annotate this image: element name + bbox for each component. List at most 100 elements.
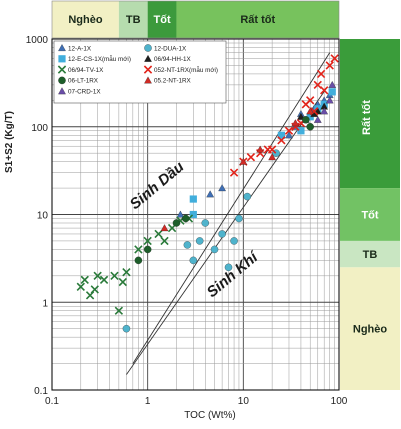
- legend-box: [53, 40, 227, 104]
- point-s4-1: [80, 275, 89, 285]
- point-s8-3: [328, 80, 337, 88]
- point-s4-0: [76, 282, 85, 291]
- diagonal-line-oil: [132, 52, 331, 364]
- point-s5-0: [229, 168, 239, 177]
- point-s2-2: [277, 131, 286, 139]
- point-s1-2: [189, 256, 198, 265]
- x-tick-0: 0.1: [45, 396, 59, 407]
- point-s5-11: [306, 96, 315, 105]
- point-s4-3: [90, 285, 99, 294]
- right-band-label-2: TB: [363, 249, 378, 261]
- point-s1-3: [195, 237, 204, 245]
- point-s4-12: [154, 229, 163, 239]
- y-tick-2: 10: [37, 211, 49, 222]
- point-s1-4: [201, 219, 210, 227]
- point-s4-11: [143, 236, 152, 246]
- x-tick-labels: 0.1 1 10 100: [45, 396, 348, 407]
- top-band-label-0: Nghèo: [68, 14, 103, 26]
- right-rating-bands: Rất tốt Tốt TB Nghèo: [340, 39, 400, 390]
- plot-frame: [51, 38, 340, 391]
- point-s6-2: [172, 219, 181, 227]
- y-tick-1: 1: [42, 298, 48, 309]
- legend-marker-0: [58, 44, 66, 52]
- point-s7-5: [306, 107, 315, 115]
- diagonal-line-gas: [126, 87, 328, 375]
- point-s2-3: [297, 127, 305, 135]
- diagonal-lines: [126, 52, 331, 375]
- right-band-label-1: Tốt: [361, 210, 378, 222]
- top-band-label-2: Tốt: [154, 14, 171, 26]
- point-s8-2: [325, 96, 334, 104]
- top-band-3: [176, 1, 339, 38]
- point-s5-14: [316, 69, 326, 79]
- point-s1-1: [183, 241, 192, 249]
- legend-label-6: 06-LT-1RX: [68, 78, 99, 85]
- legend-label-2: 12-E-CS-1X(mẫu mới): [68, 54, 131, 63]
- point-s6-3: [181, 214, 190, 223]
- top-band-0: [52, 1, 119, 38]
- point-s7-1: [239, 157, 248, 165]
- right-band-2: [340, 240, 400, 268]
- y-tick-3: 100: [31, 123, 48, 134]
- legend: 12-A-1X 12-DUA-1X 12-E-CS-1X(mẫu mới) 06/94…: [53, 40, 227, 104]
- point-s0-0: [176, 210, 185, 218]
- point-s7-2: [256, 145, 265, 153]
- x-axis-label: TOC (Wt%): [184, 410, 235, 421]
- point-s8-0: [313, 115, 322, 123]
- point-s7-0: [160, 224, 169, 232]
- point-s4-8: [118, 277, 127, 287]
- right-band-0: [340, 39, 400, 189]
- point-s1-8: [230, 237, 238, 245]
- point-s4-4: [93, 271, 102, 281]
- point-s1-10: [243, 192, 252, 201]
- legend-label-7: 05.2-NT-1RX: [154, 78, 192, 85]
- point-s2-7: [328, 88, 336, 96]
- data-points: [76, 54, 339, 333]
- x-tick-1: 1: [145, 396, 151, 407]
- point-s0-2: [218, 184, 226, 192]
- top-rating-bands: Nghèo TB Tốt Rất tốt: [51, 0, 340, 39]
- legend-marker-2: [58, 55, 66, 63]
- y-tick-0: 0.1: [34, 386, 48, 397]
- point-s2-4: [306, 113, 314, 121]
- y-tick-4: 1000: [26, 35, 49, 46]
- point-s1-7: [224, 263, 233, 272]
- x-tick-3: 100: [331, 396, 348, 407]
- point-s5-6: [277, 136, 286, 145]
- legend-label-8: 07-CRD-1X: [68, 89, 101, 96]
- legend-label-4: 06/94-TV-1X: [68, 67, 104, 74]
- point-s1-9: [235, 214, 243, 223]
- x-tick-2: 10: [238, 396, 250, 407]
- top-band-label-3: Rất tốt: [240, 14, 275, 26]
- y-axis-label: S1+S2 (Kg/T): [4, 111, 15, 173]
- point-s4-10: [134, 245, 143, 254]
- point-s0-1: [206, 190, 215, 198]
- point-s6-4: [302, 116, 310, 124]
- legend-marker-3: [144, 54, 152, 62]
- point-s6-5: [306, 123, 314, 131]
- point-s4-2: [85, 291, 95, 300]
- legend-label-0: 12-A-1X: [68, 45, 92, 52]
- legend-marker-8: [58, 87, 66, 95]
- point-s8-1: [320, 107, 329, 115]
- top-band-1: [118, 1, 148, 38]
- y-tick-labels: 0.1 1 10 100 1000: [26, 35, 49, 397]
- point-s4-6: [110, 271, 119, 281]
- point-s4-9: [122, 268, 131, 277]
- point-s2-0: [189, 195, 197, 203]
- legend-marker-1: [144, 44, 152, 52]
- right-band-label-0: Rất tốt: [361, 100, 373, 135]
- point-s5-2: [246, 153, 256, 162]
- point-s6-1: [143, 245, 152, 254]
- point-s4-13: [160, 236, 169, 246]
- point-s5-5: [267, 145, 277, 154]
- legend-label-1: 12-DUA-1X: [154, 45, 187, 52]
- point-s0-3: [285, 131, 293, 139]
- point-s1-5: [210, 245, 219, 254]
- right-band-label-3: Nghèo: [353, 324, 388, 336]
- point-s1-0: [122, 324, 131, 333]
- point-s1-6: [218, 230, 226, 238]
- legend-marker-5: [143, 65, 153, 74]
- top-band-frame: [51, 0, 340, 39]
